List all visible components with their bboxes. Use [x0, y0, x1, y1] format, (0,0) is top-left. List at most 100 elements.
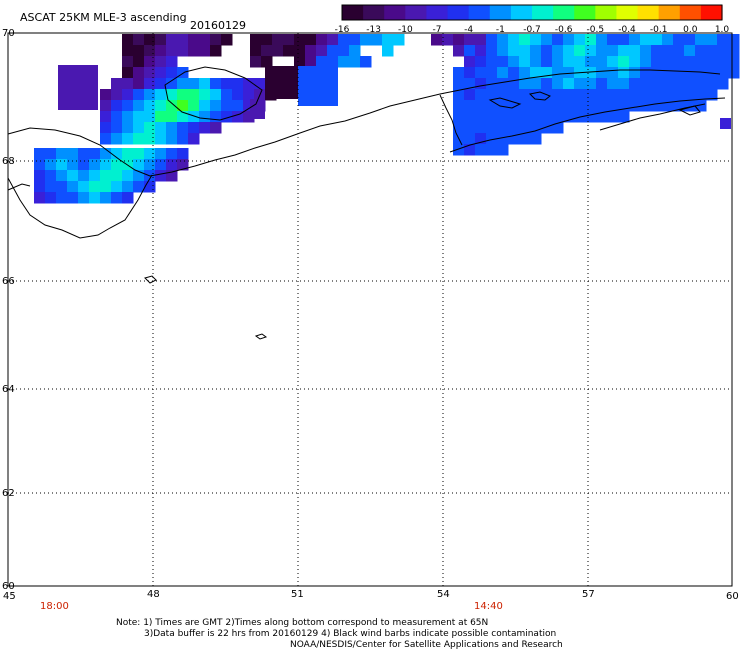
wind-cell	[585, 111, 597, 123]
wind-cell	[574, 78, 586, 90]
wind-cell	[453, 122, 465, 134]
wind-cell	[155, 34, 167, 46]
wind-cell	[166, 148, 178, 160]
wind-cell	[199, 111, 211, 123]
wind-cell	[695, 34, 707, 46]
wind-cell	[607, 67, 619, 79]
wind-cell	[585, 89, 597, 101]
wind-cell	[283, 45, 295, 57]
wind-cell	[188, 45, 200, 57]
wind-cell	[475, 144, 487, 156]
wind-cell	[100, 192, 112, 204]
wind-cell	[221, 78, 233, 90]
wind-cell	[133, 34, 145, 46]
colorbar-swatch	[574, 5, 596, 20]
wind-cell	[221, 89, 233, 101]
wind-cell	[486, 100, 498, 112]
wind-cell	[464, 133, 476, 145]
wind-cell	[596, 111, 608, 123]
wind-cell	[486, 67, 498, 79]
wind-cell	[431, 34, 443, 46]
wind-cell	[111, 181, 123, 193]
colorbar-swatch	[532, 5, 554, 20]
wind-cell	[305, 34, 317, 46]
wind-cell	[265, 66, 298, 99]
wind-cell	[133, 67, 145, 79]
coastline	[528, 91, 551, 101]
wind-cell	[453, 34, 465, 46]
note-line-1: Note: 1) Times are GMT 2)Times along bot…	[116, 618, 489, 628]
wind-cell	[596, 67, 608, 79]
wind-cell	[221, 34, 233, 46]
wind-cell	[56, 159, 68, 171]
wind-cell	[530, 111, 542, 123]
wind-cell	[662, 78, 674, 90]
wind-cell	[122, 34, 134, 46]
wind-cell	[78, 192, 90, 204]
colorbar-swatch	[426, 5, 449, 20]
wind-cell	[541, 56, 553, 68]
wind-cell	[552, 78, 564, 90]
wind-cell	[552, 45, 564, 57]
wind-cell	[453, 89, 465, 101]
wind-cell	[177, 133, 189, 145]
wind-cell	[177, 45, 189, 57]
wind-cell	[706, 56, 718, 68]
wind-cell	[563, 111, 575, 123]
wind-cell	[497, 111, 509, 123]
wind-cell	[166, 111, 178, 123]
wind-cell	[508, 34, 520, 46]
wind-cell	[155, 159, 167, 171]
wind-cell	[486, 34, 498, 46]
wind-cell	[585, 67, 597, 79]
wind-cell	[45, 170, 57, 182]
wind-cell	[188, 133, 200, 145]
wind-cell	[166, 56, 178, 68]
colorbar-tick-label: -0.5	[586, 25, 605, 35]
wind-cell	[155, 100, 167, 112]
wind-cell	[673, 67, 685, 79]
wind-cell	[327, 34, 339, 46]
wind-cell	[221, 100, 233, 112]
wind-cell	[519, 89, 531, 101]
wind-cell	[232, 89, 244, 101]
date-label: 20160129	[190, 19, 246, 32]
wind-cell	[475, 122, 487, 134]
wind-cell	[122, 78, 134, 90]
wind-cell	[177, 111, 189, 123]
wind-cell	[662, 100, 674, 112]
wind-cell	[662, 56, 674, 68]
wind-cell	[541, 78, 553, 90]
wind-cell	[530, 122, 542, 134]
wind-cell	[338, 56, 350, 68]
wind-cell	[640, 67, 652, 79]
wind-cell	[464, 56, 476, 68]
wind-cell	[530, 34, 542, 46]
wind-cell	[486, 45, 498, 57]
wind-cell	[673, 78, 685, 90]
wind-cell	[111, 148, 123, 160]
wind-cell	[155, 122, 167, 134]
coastline	[488, 97, 522, 109]
wind-cell	[486, 56, 498, 68]
lat-label-60: 60	[2, 581, 15, 592]
wind-cell	[475, 34, 487, 46]
wind-cell	[166, 159, 178, 171]
colorbar-swatch	[405, 5, 428, 20]
wind-cell	[629, 56, 641, 68]
wind-cell	[144, 181, 156, 193]
wind-cell	[144, 159, 156, 171]
wind-cell	[144, 78, 156, 90]
wind-cell	[100, 159, 112, 171]
wind-cell	[155, 78, 167, 90]
wind-cell	[508, 111, 520, 123]
wind-cell	[486, 89, 498, 101]
wind-cell	[464, 100, 476, 112]
wind-cell	[100, 133, 112, 145]
wind-cell	[34, 192, 46, 204]
wind-cell	[360, 56, 372, 68]
wind-cell	[508, 133, 520, 145]
wind-cell	[530, 67, 542, 79]
wind-cell	[111, 192, 123, 204]
wind-cell	[475, 100, 487, 112]
